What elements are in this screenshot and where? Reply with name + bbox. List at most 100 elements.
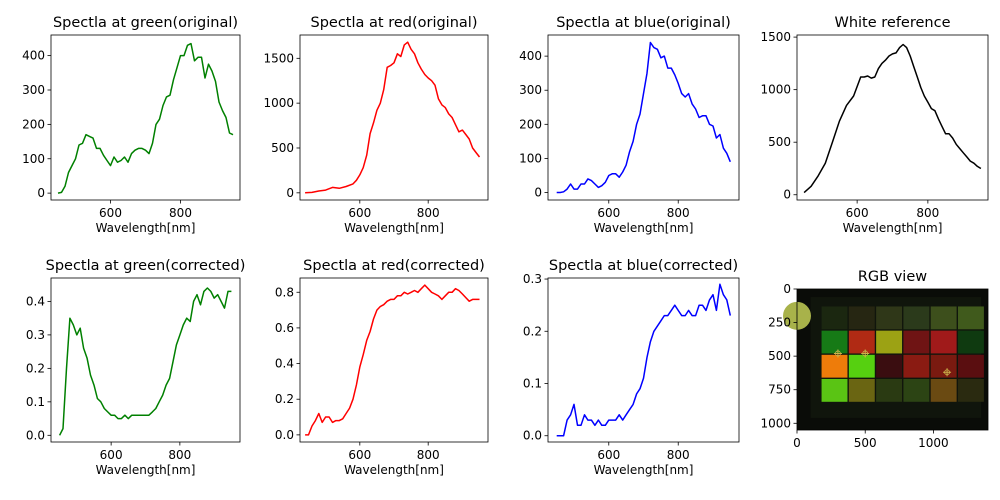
subplot-title: Spectla at blue(corrected) <box>549 258 738 274</box>
subplot-title: White reference <box>834 15 950 31</box>
series-line <box>305 284 480 436</box>
series-line <box>556 283 732 437</box>
x-tick-label: 600 <box>597 448 620 462</box>
x-tick-label: 1000 <box>918 436 949 450</box>
y-tick-label: 0.3 <box>26 328 45 342</box>
axes-frame <box>299 277 489 443</box>
rgb-swatch <box>903 354 930 378</box>
y-tick-label: 0.2 <box>275 392 294 406</box>
rgb-swatch <box>876 378 903 402</box>
x-tick-label: 600 <box>597 206 620 220</box>
y-tick-label: 0.2 <box>523 324 542 338</box>
rgb-swatch <box>821 354 848 378</box>
series-line <box>305 41 481 194</box>
y-tick-label: 300 <box>519 83 542 97</box>
y-tick-label: 0.0 <box>26 428 45 442</box>
rgb-swatch <box>957 330 984 354</box>
x-axis-label: Wavelength[nm] <box>96 221 196 235</box>
x-axis-label: Wavelength[nm] <box>594 463 694 477</box>
x-tick-label: 800 <box>169 206 192 220</box>
rgb-swatch <box>821 306 848 330</box>
rgb-marker-ring <box>835 350 841 357</box>
x-tick-label: 500 <box>854 436 877 450</box>
rgb-swatch <box>930 306 957 330</box>
y-tick-label: 0.1 <box>523 377 542 391</box>
series-line <box>57 42 234 194</box>
rgb-swatch <box>848 354 875 378</box>
rgb-swatch <box>930 378 957 402</box>
x-tick-label: 600 <box>348 206 371 220</box>
subplot-7: 600 800 0.0 0.1 0.2 0.3 Spectla at blue(correc… <box>523 258 740 477</box>
axes-frame <box>299 34 489 201</box>
x-tick-label: 800 <box>168 448 191 462</box>
y-tick-label: 300 <box>22 83 45 97</box>
y-tick-label: 250 <box>768 316 791 330</box>
subplot-title: RGB view <box>858 269 927 285</box>
subplot-title: Spectla at green(original) <box>53 15 238 31</box>
y-tick-label: 200 <box>519 117 542 131</box>
rgb-marker-ring <box>944 369 950 376</box>
rgb-swatch <box>957 354 984 378</box>
y-tick-label: 0.4 <box>275 357 294 371</box>
rgb-swatch <box>876 306 903 330</box>
y-tick-label: 1500 <box>760 30 791 44</box>
y-tick-label: 0 <box>783 188 791 202</box>
x-tick-label: 0 <box>793 436 801 450</box>
x-axis-label: Wavelength[nm] <box>594 221 694 235</box>
x-axis-label: Wavelength[nm] <box>843 221 943 235</box>
y-tick-label: 1500 <box>263 51 294 65</box>
y-tick-label: 0 <box>37 186 45 200</box>
subplot-2: 600 800 0 500 1000 1500 Spectla at red(origina… <box>263 15 489 235</box>
y-tick-label: 1000 <box>760 416 791 430</box>
y-tick-label: 1000 <box>760 83 791 97</box>
rgb-swatch <box>876 354 903 378</box>
subplot-title: Spectla at blue(original) <box>556 15 731 31</box>
y-tick-label: 1000 <box>263 96 294 110</box>
x-tick-label: 600 <box>100 448 123 462</box>
y-tick-label: 750 <box>768 383 791 397</box>
axes-frame <box>50 34 241 201</box>
subplot-1: 600 800 0 100 200 300 400 Spectla at green(orig… <box>22 15 241 235</box>
axes-frame <box>50 277 241 443</box>
y-tick-label: 500 <box>271 141 294 155</box>
rgb-swatch <box>821 330 848 354</box>
axes-frame <box>796 288 989 431</box>
rgb-swatch <box>930 330 957 354</box>
series-line <box>556 41 731 194</box>
y-tick-label: 0.6 <box>275 321 294 335</box>
rgb-swatch <box>876 330 903 354</box>
x-axis-label: Wavelength[nm] <box>344 463 444 477</box>
rgb-swatch <box>848 378 875 402</box>
x-tick-label: 800 <box>417 448 440 462</box>
y-tick-label: 0.3 <box>523 272 542 286</box>
y-tick-label: 0.1 <box>26 395 45 409</box>
series-line <box>58 287 232 436</box>
y-tick-label: 400 <box>519 49 542 63</box>
subplot-4: 600 800 0 500 1000 1500 White reference Wavelen… <box>760 15 989 235</box>
y-tick-label: 200 <box>22 117 45 131</box>
x-tick-label: 800 <box>916 206 939 220</box>
axes-frame <box>796 34 989 201</box>
subplot-title: Spectla at green(corrected) <box>46 258 246 274</box>
subplot-title: Spectla at red(corrected) <box>303 258 485 274</box>
y-tick-label: 500 <box>768 349 791 363</box>
rgb-swatch <box>903 330 930 354</box>
y-tick-label: 400 <box>22 49 45 63</box>
x-tick-label: 600 <box>846 206 869 220</box>
y-tick-label: 0.0 <box>275 428 294 442</box>
rgb-swatch <box>903 378 930 402</box>
subplot-5: 600 800 0.0 0.1 0.2 0.3 0.4 Spectla at green(co… <box>26 258 245 477</box>
subplot-3: 600 800 0 100 200 300 400 Spectla at blue(origi… <box>519 15 740 235</box>
y-tick-label: 500 <box>768 135 791 149</box>
x-axis-label: Wavelength[nm] <box>96 463 196 477</box>
x-tick-label: 800 <box>667 448 690 462</box>
y-tick-label: 0 <box>286 186 294 200</box>
rgb-swatch <box>957 306 984 330</box>
x-tick-label: 800 <box>667 206 690 220</box>
rgb-swatch <box>930 354 957 378</box>
rgb-swatch <box>848 306 875 330</box>
x-tick-label: 600 <box>348 448 371 462</box>
y-tick-label: 0 <box>534 186 542 200</box>
